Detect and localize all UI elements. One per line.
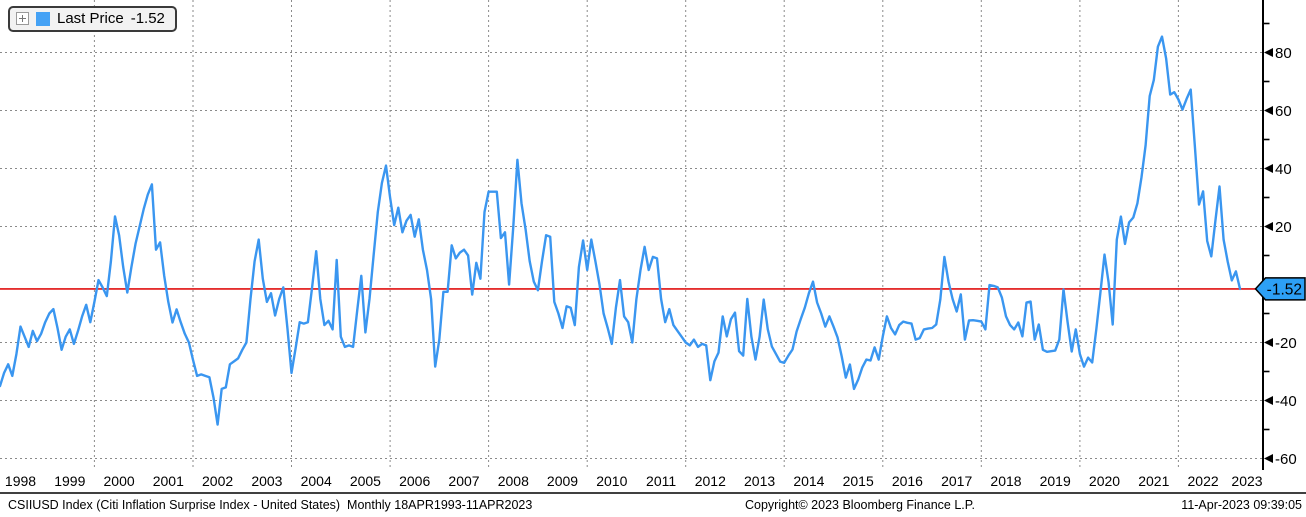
x-axis-label: 2001 — [153, 473, 184, 489]
x-axis-label: 2003 — [251, 473, 282, 489]
x-axis-label: 2023 — [1231, 473, 1262, 489]
x-axis-label: 2015 — [843, 473, 874, 489]
x-gridlines — [93, 0, 1179, 470]
x-axis-year-labels: 1998 1999 2000 2001 2002 2003 2004 2005 2006 2007… — [5, 473, 1263, 489]
x-axis-label: 2002 — [202, 473, 233, 489]
y-tick-arrow-icon — [1264, 106, 1273, 115]
legend-expand-icon[interactable] — [16, 12, 29, 25]
x-axis-label: 2009 — [547, 473, 578, 489]
x-axis-label: 2006 — [399, 473, 430, 489]
x-axis-label: 2014 — [793, 473, 824, 489]
y-tick-arrow-icon — [1264, 396, 1273, 405]
x-axis-label: 1999 — [54, 473, 85, 489]
x-axis-label: 2021 — [1138, 473, 1169, 489]
x-axis-label: 2012 — [695, 473, 726, 489]
x-axis-label: 2005 — [350, 473, 381, 489]
x-axis-label: 2010 — [596, 473, 627, 489]
y-axis-label: -20 — [1275, 335, 1297, 352]
y-gridlines — [0, 52, 1263, 459]
x-axis-label: 2016 — [892, 473, 923, 489]
x-axis-label: 2022 — [1188, 473, 1219, 489]
y-axis-label: 20 — [1275, 219, 1292, 236]
security-description: CSIIUSD Index (Citi Inflation Surprise I… — [8, 498, 533, 512]
x-axis-label: 2011 — [646, 473, 676, 489]
timestamp: 11-Apr-2023 09:39:05 — [1181, 498, 1302, 512]
y-tick-arrow-icon — [1264, 338, 1273, 347]
x-axis-label: 2019 — [1040, 473, 1071, 489]
y-axis-label: 60 — [1275, 103, 1292, 120]
y-tick-arrow-icon — [1264, 454, 1273, 463]
y-axis-label: -40 — [1275, 393, 1297, 410]
x-axis-label: 2008 — [498, 473, 529, 489]
x-axis-label: 2013 — [744, 473, 775, 489]
y-tick-arrow-icon — [1264, 164, 1273, 173]
y-tick-arrow-icon — [1264, 222, 1273, 231]
legend-box[interactable]: Last Price -1.52 — [8, 6, 177, 32]
x-axis-label: 2020 — [1089, 473, 1120, 489]
x-axis-label: 2018 — [990, 473, 1021, 489]
x-axis-label: 2007 — [448, 473, 479, 489]
y-tick-arrow-icon — [1264, 48, 1273, 57]
legend-last-value: -1.52 — [130, 10, 165, 27]
chart-footer: CSIIUSD Index (Citi Inflation Surprise I… — [0, 495, 1306, 517]
x-axis-label: 2004 — [301, 473, 332, 489]
y-axis-label: 40 — [1275, 161, 1292, 178]
price-chart-plot[interactable]: 80 60 40 20 -20 -40 -60 1998 1999 2000 2001 2002 20… — [0, 0, 1306, 494]
series-color-swatch — [36, 11, 50, 26]
last-price-badge-shape — [1254, 277, 1306, 301]
copyright-notice: Copyright© 2023 Bloomberg Finance L.P. — [745, 498, 975, 512]
x-axis-label: 1998 — [5, 473, 36, 489]
price-line-series — [0, 35, 1242, 426]
y-axis-label: -60 — [1275, 451, 1297, 468]
last-price-badge[interactable]: -1.52 — [1254, 277, 1306, 301]
x-axis-label: 2017 — [941, 473, 972, 489]
last-price-badge-value: -1.52 — [1267, 282, 1302, 299]
legend-series-label: Last Price — [57, 10, 124, 27]
y-axis-label: 80 — [1275, 45, 1292, 62]
x-axis-label: 2000 — [104, 473, 135, 489]
y-axis-ticks: 80 60 40 20 -20 -40 -60 — [1263, 22, 1297, 468]
